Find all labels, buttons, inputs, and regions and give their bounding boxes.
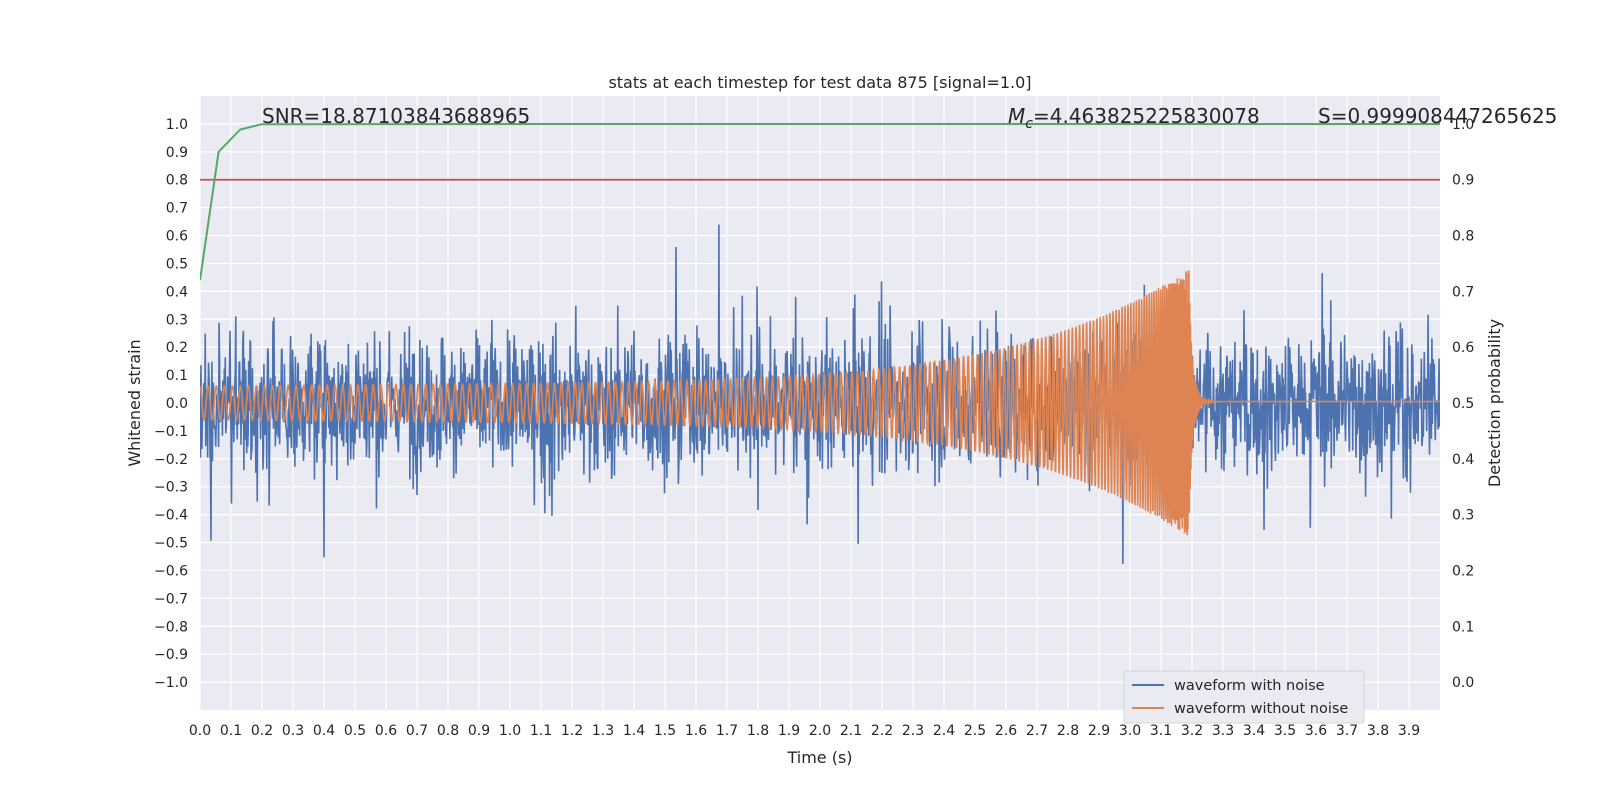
x-tick-label: 1.6 <box>685 723 707 739</box>
y-tick-label: 0.0 <box>166 396 188 412</box>
y2-tick-label: 0.5 <box>1452 396 1474 412</box>
y-tick-label: 0.4 <box>166 284 188 300</box>
x-tick-label: 2.9 <box>1088 723 1110 739</box>
y-tick-label: −1.0 <box>154 675 188 691</box>
x-tick-label: 1.9 <box>778 723 800 739</box>
x-tick-label: 2.2 <box>871 723 893 739</box>
x-tick-label: 0.3 <box>282 723 304 739</box>
x-tick-label: 3.5 <box>1274 723 1296 739</box>
y-tick-label: −0.6 <box>154 563 188 579</box>
x-tick-label: 1.2 <box>561 723 583 739</box>
x-tick-label: 0.7 <box>406 723 428 739</box>
x-tick-label: 0.0 <box>189 723 211 739</box>
y2-tick-label: 1.0 <box>1452 117 1474 133</box>
snr-annotation: SNR=18.87103843688965 <box>262 104 530 128</box>
x-tick-label: 1.7 <box>716 723 738 739</box>
y-tick-label: 1.0 <box>166 117 188 133</box>
x-tick-label: 0.4 <box>313 723 335 739</box>
legend-label-clean: waveform without noise <box>1174 701 1348 717</box>
y-axis-label: Whitened strain <box>125 339 144 466</box>
x-tick-label: 2.7 <box>1026 723 1048 739</box>
x-tick-label: 0.9 <box>468 723 490 739</box>
x-tick-label: 2.4 <box>933 723 955 739</box>
mc-value: =4.463825225830078 <box>1033 104 1260 128</box>
y-tick-label: −0.9 <box>154 647 188 663</box>
x-tick-label: 0.8 <box>437 723 459 739</box>
x-tick-label: 1.5 <box>654 723 676 739</box>
x-tick-label: 3.4 <box>1243 723 1265 739</box>
x-tick-label: 2.5 <box>964 723 986 739</box>
x-tick-label: 1.1 <box>530 723 552 739</box>
y2-tick-label: 0.1 <box>1452 619 1474 635</box>
y-ticks: 1.0 0.9 0.8 0.7 0.6 0.5 0.4 0.3 0.2 0.1 0.0 −0.1 −0.… <box>154 117 188 691</box>
x-tick-label: 3.1 <box>1150 723 1172 739</box>
y2-axis-label: Detection probability <box>1485 319 1504 487</box>
legend-box <box>1123 670 1365 724</box>
x-tick-label: 1.0 <box>499 723 521 739</box>
x-tick-label: 1.3 <box>592 723 614 739</box>
series-layer <box>200 224 1440 564</box>
x-ticks: 0.0 0.1 0.2 0.3 0.4 0.5 0.6 0.7 0.8 0.9 1.0 1.1 1.2 1… <box>189 723 1420 739</box>
y2-tick-label: 0.0 <box>1452 675 1474 691</box>
series-waveform-without-noise <box>200 270 1440 536</box>
y-tick-label: 0.5 <box>166 256 188 272</box>
x-tick-label: 1.4 <box>623 723 645 739</box>
mc-annotation: Mc=4.463825225830078 <box>1008 104 1260 132</box>
y2-tick-label: 0.7 <box>1452 284 1474 300</box>
y-tick-label: 0.1 <box>166 368 188 384</box>
x-tick-label: 2.3 <box>902 723 924 739</box>
x-tick-label: 2.1 <box>840 723 862 739</box>
y-tick-label: 0.8 <box>166 173 188 189</box>
y-tick-label: −0.1 <box>154 424 188 440</box>
y-tick-label: −0.7 <box>154 591 188 607</box>
x-tick-label: 0.5 <box>344 723 366 739</box>
right-axis-layer <box>200 122 1440 281</box>
x-tick-label: 0.1 <box>220 723 242 739</box>
y-tick-label: 0.6 <box>166 229 188 245</box>
y2-tick-label: 0.2 <box>1452 563 1474 579</box>
chart-title: stats at each timestep for test data 875… <box>608 73 1031 92</box>
x-tick-label: 3.2 <box>1181 723 1203 739</box>
s-annotation: S=0.999908447265625 <box>1318 104 1557 128</box>
y-tick-label: −0.3 <box>154 480 188 496</box>
y-tick-label: 0.9 <box>166 145 188 161</box>
x-tick-label: 3.6 <box>1305 723 1327 739</box>
x-tick-label: 3.7 <box>1336 723 1358 739</box>
y2-tick-label: 0.8 <box>1452 229 1474 245</box>
y2-ticks: 1.0 0.9 0.8 0.7 0.6 0.5 0.4 0.3 0.2 0.1 0.0 <box>1452 117 1474 691</box>
legend: waveform with noise waveform without noi… <box>1123 670 1365 724</box>
mc-symbol: M <box>1008 104 1025 128</box>
legend-label-noise: waveform with noise <box>1174 678 1325 694</box>
y2-tick-label: 0.3 <box>1452 508 1474 524</box>
x-tick-label: 2.6 <box>995 723 1017 739</box>
x-tick-label: 3.3 <box>1212 723 1234 739</box>
y-tick-label: 0.2 <box>166 340 188 356</box>
x-tick-label: 1.8 <box>747 723 769 739</box>
x-tick-label: 2.0 <box>809 723 831 739</box>
x-tick-label: 2.8 <box>1057 723 1079 739</box>
x-axis-label: Time (s) <box>786 748 852 767</box>
x-tick-label: 0.2 <box>251 723 273 739</box>
x-tick-label: 3.9 <box>1398 723 1420 739</box>
y-tick-label: 0.3 <box>166 312 188 328</box>
y-tick-label: −0.4 <box>154 508 188 524</box>
y-tick-label: −0.5 <box>154 536 188 552</box>
mc-subscript: c <box>1025 116 1033 132</box>
y2-tick-label: 0.4 <box>1452 452 1474 468</box>
y-tick-label: 0.7 <box>166 201 188 217</box>
x-tick-label: 0.6 <box>375 723 397 739</box>
y-tick-label: −0.2 <box>154 452 188 468</box>
x-tick-label: 3.0 <box>1119 723 1141 739</box>
y-tick-label: −0.8 <box>154 619 188 635</box>
x-tick-label: 3.8 <box>1367 723 1389 739</box>
y2-tick-label: 0.6 <box>1452 340 1474 356</box>
y2-tick-label: 0.9 <box>1452 173 1474 189</box>
series-detection-probability <box>200 122 1440 281</box>
